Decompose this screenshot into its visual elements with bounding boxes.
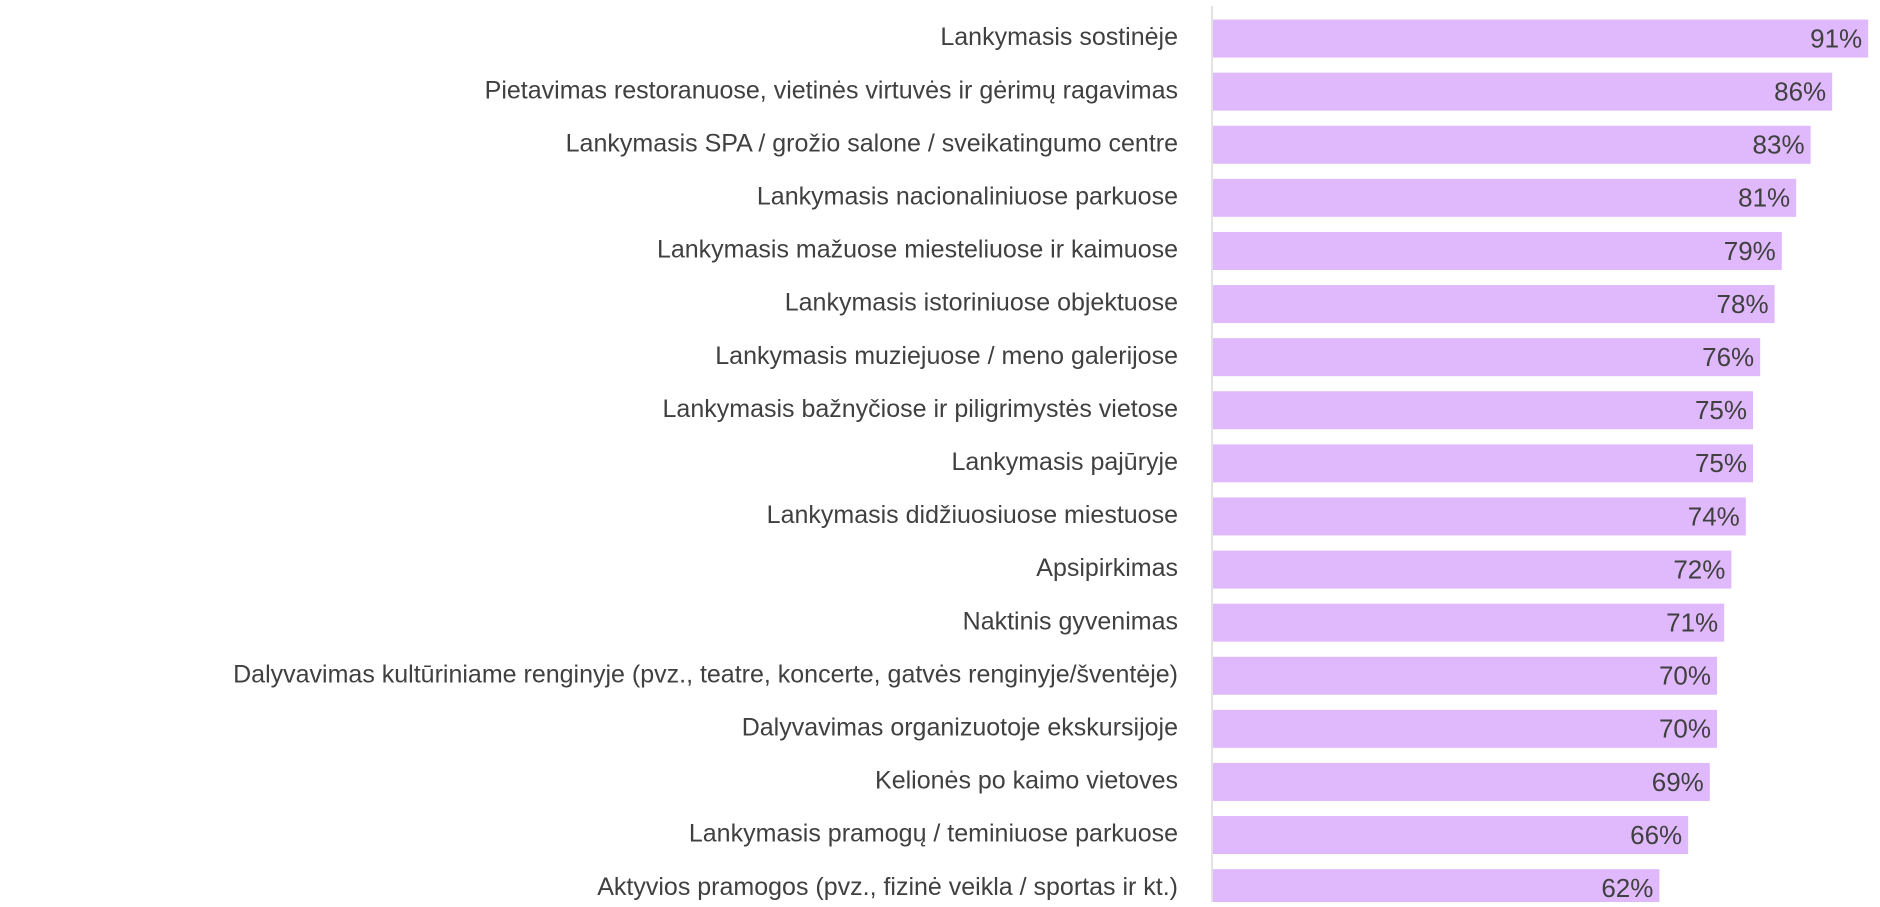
bar	[1213, 869, 1660, 907]
bar	[1213, 72, 1833, 111]
bar	[1213, 338, 1761, 377]
category-label: Lankymasis istoriniuose objektuose	[785, 289, 1178, 317]
category-label: Apsipirkimas	[1036, 554, 1178, 582]
category-label: Lankymasis pramogų / teminiuose parkuose	[689, 820, 1178, 848]
category-label: Naktinis gyvenimas	[963, 607, 1178, 635]
category-label: Lankymasis bažnyčiose ir piligrimystės v…	[663, 395, 1178, 423]
category-label: Lankymasis pajūryje	[952, 448, 1179, 476]
category-label: Aktyvios pramogos (pvz., fizinė veikla /…	[597, 873, 1178, 901]
value-label: 66%	[1630, 820, 1682, 850]
category-label: Lankymasis mažuose miesteliuose ir kaimu…	[657, 236, 1178, 264]
bar	[1213, 762, 1710, 801]
value-label: 91%	[1810, 23, 1862, 53]
value-label: 62%	[1601, 873, 1653, 902]
value-label: 75%	[1695, 448, 1747, 478]
bar	[1213, 816, 1689, 855]
category-label: Pietavimas restoranuose, vietinės virtuv…	[485, 76, 1178, 104]
category-label: Lankymasis nacionaliniuose parkuose	[757, 182, 1178, 210]
bar	[1213, 231, 1782, 270]
category-label: Kelionės po kaimo vietoves	[875, 767, 1178, 795]
value-label: 81%	[1738, 183, 1790, 213]
value-label: 79%	[1724, 236, 1776, 266]
bar	[1213, 656, 1717, 695]
bar	[1213, 497, 1746, 536]
value-label: 76%	[1702, 342, 1754, 372]
value-label: 86%	[1774, 77, 1826, 107]
value-label: 74%	[1688, 501, 1740, 531]
bar	[1213, 444, 1753, 483]
value-label: 75%	[1695, 395, 1747, 425]
bar	[1213, 285, 1775, 324]
category-label: Lankymasis didžiuosiuose miestuose	[767, 501, 1178, 529]
category-label: Lankymasis sostinėje	[940, 23, 1178, 51]
value-label: 83%	[1753, 130, 1805, 160]
bar	[1213, 603, 1725, 642]
value-label: 72%	[1673, 554, 1725, 584]
bar	[1213, 125, 1811, 164]
category-label: Dalyvavimas organizuotoje ekskursijoje	[742, 713, 1178, 741]
category-label: Lankymasis muziejuose / meno galerijose	[715, 342, 1178, 370]
value-label: 71%	[1666, 608, 1718, 638]
value-label: 70%	[1659, 714, 1711, 744]
bar	[1213, 19, 1869, 58]
value-label: 70%	[1659, 661, 1711, 691]
bar	[1213, 178, 1797, 217]
bar	[1213, 391, 1753, 430]
category-label: Lankymasis SPA / grožio salone / sveikat…	[566, 129, 1178, 157]
bar	[1213, 709, 1717, 748]
category-label: Dalyvavimas kultūriniame renginyje (pvz.…	[233, 660, 1178, 688]
value-label: 78%	[1717, 289, 1769, 319]
bar	[1213, 550, 1732, 589]
value-label: 69%	[1652, 767, 1704, 797]
